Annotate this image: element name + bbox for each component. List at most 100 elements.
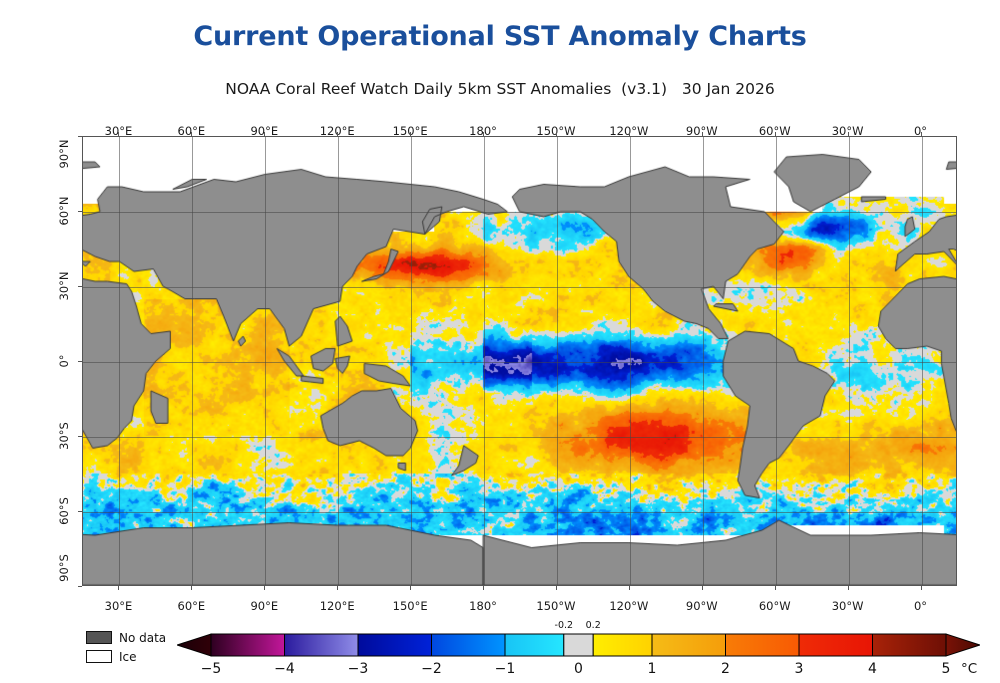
lon-tick-label-60°W-bottom: 60°W [758, 599, 791, 613]
colorbar-tick--4: −4 [274, 661, 295, 677]
colorbar-tick-2: 2 [721, 661, 730, 677]
lat-tick-mark [78, 511, 82, 512]
lon-tick-mark [774, 132, 776, 136]
lat-tick-mark [78, 136, 82, 137]
lon-tick-label-0°-bottom: 0° [913, 599, 928, 613]
lon-tick-label-90°E-top: 90°E [250, 124, 279, 138]
lon-tick-label-120°W-top: 120°W [609, 124, 649, 138]
lon-tick-mark [264, 586, 266, 590]
colorbar-band-0.2-to-1 [592, 633, 653, 657]
lon-tick-label-120°E-top: 120°E [319, 124, 355, 138]
lon-tick-label-120°W-bottom: 120°W [609, 599, 649, 613]
lat-tick-mark [78, 211, 82, 212]
lon-tick-mark [118, 586, 120, 590]
lat-tick-label-90°S: 90°S [57, 554, 71, 582]
map-legend: No data Ice [86, 628, 166, 666]
lon-tick-mark [701, 132, 703, 136]
lon-tick-label-120°E-bottom: 120°E [319, 599, 355, 613]
lon-tick-label-90°W-bottom: 90°W [685, 599, 718, 613]
lon-tick-mark [410, 586, 412, 590]
lat-tick-label-30°N: 30°N [57, 271, 71, 301]
ice-label: Ice [119, 649, 137, 664]
lon-tick-label-60°E-bottom: 60°E [177, 599, 206, 613]
lon-tick-mark [774, 586, 776, 590]
colorbar-tick--5: −5 [200, 661, 222, 677]
lon-tick-label-30°E-bottom: 30°E [104, 599, 133, 613]
lat-tick-mark [78, 361, 82, 362]
colorbar-band--3-to--2 [357, 633, 432, 657]
lon-tick-label-150°W-top: 150°W [536, 124, 576, 138]
colorbar-band--2-to--1 [431, 633, 506, 657]
lat-tick-label-60°N: 60°N [57, 196, 71, 226]
colorbar-band--5-to--4 [210, 633, 285, 657]
colorbar-gradient [177, 633, 980, 657]
colorbar-tick-0: 0 [574, 661, 583, 677]
lon-tick-label-180°-top: 180° [469, 124, 497, 138]
colorbar-under-arrow [177, 633, 212, 657]
lon-tick-mark [701, 586, 703, 590]
lon-tick-mark [920, 132, 922, 136]
colorbar-minor-tick-0.2: 0.2 [585, 620, 601, 631]
ice-swatch [86, 650, 112, 663]
lon-tick-label-60°W-top: 60°W [758, 124, 791, 138]
colorbar-tick--1: −1 [494, 661, 516, 677]
colorbar-band-2-to-3 [725, 633, 800, 657]
colorbar-unit-label: °C [961, 661, 978, 677]
lat-tick-label-90°N: 90°N [57, 139, 71, 169]
legend-item-ice: Ice [86, 647, 166, 666]
lon-tick-label-150°E-top: 150°E [392, 124, 428, 138]
colorbar-band--0.2-to-0.2 [563, 633, 594, 657]
colorbar-tick-4: 4 [868, 661, 877, 677]
page-subtitle: NOAA Coral Reef Watch Daily 5km SST Anom… [225, 80, 775, 98]
lat-tick-label-30°S: 30°S [57, 422, 71, 450]
legend-item-no-data: No data [86, 628, 166, 647]
colorbar-tick-5: 5 [941, 661, 951, 677]
lon-tick-label-30°E-top: 30°E [104, 124, 133, 138]
lon-tick-mark [337, 132, 339, 136]
lon-tick-mark [628, 132, 630, 136]
colorbar-over-arrow [945, 633, 980, 657]
lon-tick-label-30°W-top: 30°W [831, 124, 864, 138]
colorbar-band-1-to-2 [651, 633, 726, 657]
lat-tick-mark [78, 436, 82, 437]
lon-tick-mark [483, 132, 485, 136]
colorbar-band--1-to--0.2 [504, 633, 565, 657]
lon-tick-label-90°W-top: 90°W [685, 124, 718, 138]
lon-tick-mark [337, 586, 339, 590]
lon-tick-label-90°E-bottom: 90°E [250, 599, 279, 613]
colorbar-tick--3: −3 [347, 661, 369, 677]
colorbar-tick-3: 3 [794, 661, 804, 677]
lon-tick-mark [191, 586, 193, 590]
lat-tick-mark [78, 286, 82, 287]
lon-tick-label-150°E-bottom: 150°E [392, 599, 428, 613]
lon-tick-mark [191, 132, 193, 136]
colorbar-tick--2: −2 [421, 661, 442, 677]
lon-tick-mark [483, 586, 485, 590]
map-raster [83, 137, 956, 585]
lat-tick-label-60°S: 60°S [57, 497, 71, 525]
lon-tick-mark [555, 132, 557, 136]
lon-tick-label-60°E-top: 60°E [177, 124, 206, 138]
colorbar-tick-1: 1 [647, 661, 657, 677]
colorbar-minor-tick--0.2: -0.2 [554, 620, 574, 631]
lon-tick-mark [847, 132, 849, 136]
colorbar: −5 −4 −3 −2 −1 0 1 2 3 4 5 -0.2 0.2 °C [177, 620, 980, 683]
lon-tick-label-30°W-bottom: 30°W [831, 599, 864, 613]
lon-tick-label-180°-bottom: 180° [469, 599, 497, 613]
lon-tick-mark [628, 586, 630, 590]
lon-tick-mark [555, 586, 557, 590]
lon-tick-mark [920, 586, 922, 590]
lon-tick-mark [118, 132, 120, 136]
no-data-swatch [86, 631, 112, 644]
no-data-label: No data [119, 630, 167, 645]
lon-tick-mark [847, 586, 849, 590]
lat-tick-mark [78, 586, 82, 587]
lat-tick-label-0°: 0° [57, 354, 71, 368]
sst-anomaly-map[interactable]: NOAA [82, 136, 957, 586]
lon-tick-mark [264, 132, 266, 136]
colorbar-band--4-to--3 [284, 633, 359, 657]
page-title: Current Operational SST Anomaly Charts [193, 21, 807, 52]
colorbar-band-4-to-5 [872, 633, 947, 657]
lon-tick-label-0°-top: 0° [913, 124, 928, 138]
lon-tick-mark [410, 132, 412, 136]
